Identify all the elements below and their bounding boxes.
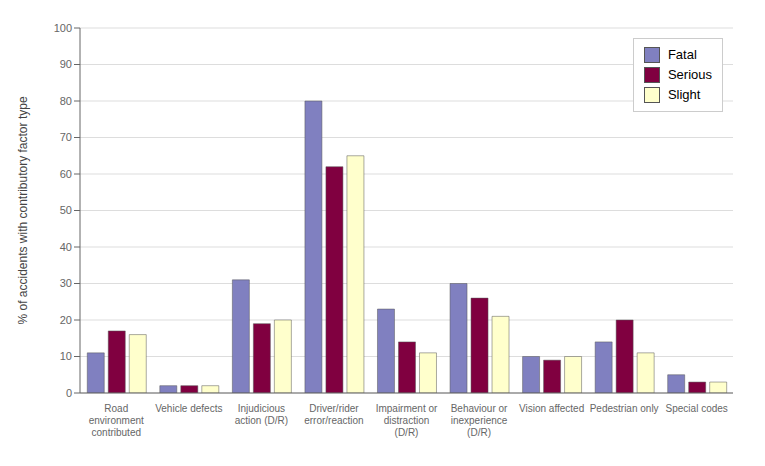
html-text:Slight: Slight <box>667 87 701 102</box>
svg-text:80: 80 <box>60 95 72 107</box>
svg-text:90: 90 <box>60 58 72 70</box>
svg-text:Injudiciousaction (D/R): Injudiciousaction (D/R) <box>235 403 288 426</box>
svg-text:Impairment ordistraction(D/R): Impairment ordistraction(D/R) <box>376 403 438 438</box>
svg-text:Pedestrian only: Pedestrian only <box>590 403 659 414</box>
svg-text:60: 60 <box>60 168 72 180</box>
svg-text:70: 70 <box>60 131 72 143</box>
svg-text:100: 100 <box>54 22 72 34</box>
svg-text:Behaviour orinexperience(D/R): Behaviour orinexperience(D/R) <box>451 403 508 438</box>
svg-text:% of accidents with contributo: % of accidents with contributory factor … <box>16 96 30 324</box>
html-text:Serious: Serious <box>667 67 712 82</box>
svg-text:Driver/ridererror/reaction: Driver/ridererror/reaction <box>304 403 363 426</box>
svg-text:40: 40 <box>60 241 72 253</box>
svg-text:10: 10 <box>60 350 72 362</box>
svg-text:0: 0 <box>66 387 72 399</box>
html-text:Fatal: Fatal <box>667 47 697 62</box>
svg-text:Special codes: Special codes <box>666 403 728 414</box>
svg-text:Vision affected: Vision affected <box>519 403 584 414</box>
svg-text:20: 20 <box>60 314 72 326</box>
svg-text:30: 30 <box>60 277 72 289</box>
svg-text:Roadenvironmentcontributed: Roadenvironmentcontributed <box>89 403 144 438</box>
svg-text:50: 50 <box>60 204 72 216</box>
svg-text:Vehicle defects: Vehicle defects <box>155 403 222 414</box>
